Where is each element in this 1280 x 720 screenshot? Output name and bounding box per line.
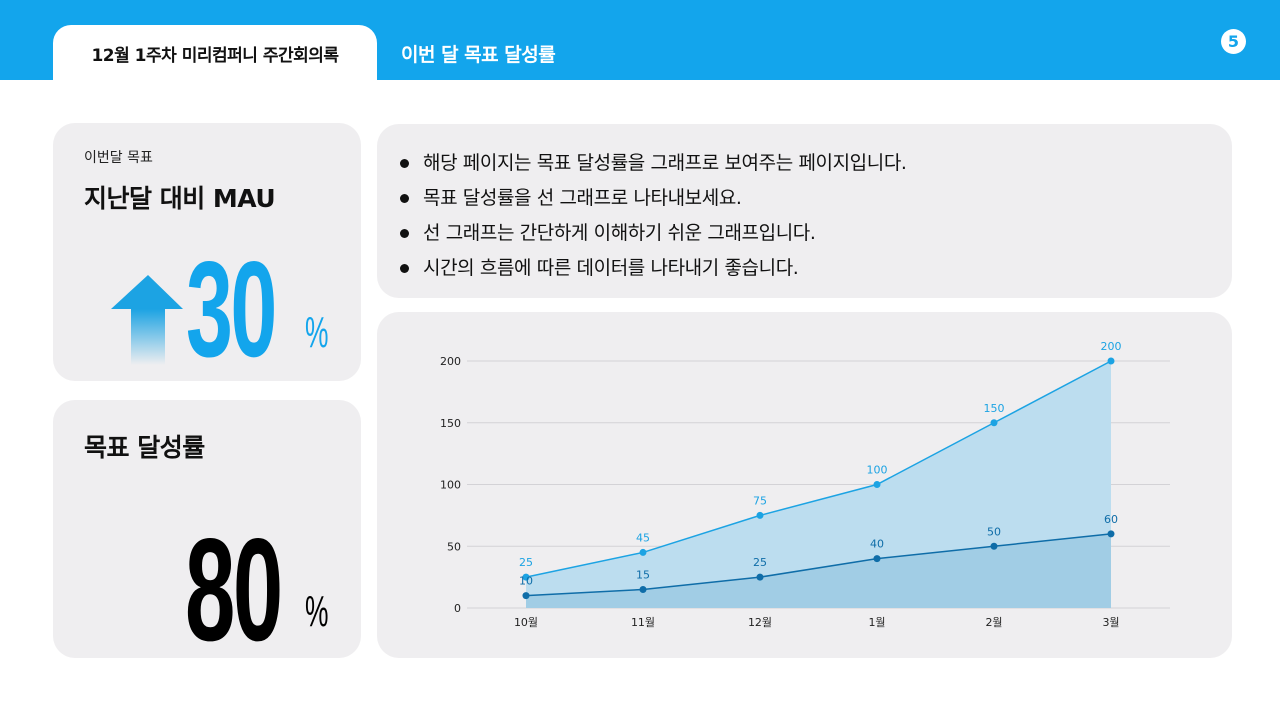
y-tick-label: 0: [454, 602, 461, 615]
data-point: [1107, 357, 1115, 365]
data-label: 25: [753, 556, 767, 569]
data-point: [639, 548, 647, 556]
series-line: [525, 533, 1112, 597]
bullet-icon: [400, 229, 409, 238]
bullet-icon: [400, 194, 409, 203]
goal-unit: %: [305, 587, 329, 636]
x-tick-label: 12월: [748, 616, 772, 629]
note-item: 시간의 흐름에 따른 데이터를 나타내기 좋습니다.: [400, 251, 907, 286]
x-tick-label: 1월: [868, 616, 885, 629]
series-area: [526, 533, 1111, 608]
chart-card: 0 50 100 150 200 10월 11월 12월 1월 2월 3월 25 45 75 100 150 2…: [377, 312, 1232, 658]
note-item: 목표 달성률을 선 그래프로 나타내보세요.: [400, 181, 907, 216]
data-point: [756, 573, 764, 581]
x-tick-label: 3월: [1102, 616, 1119, 629]
y-tick-label: 200: [440, 355, 461, 368]
data-label: 60: [1104, 513, 1118, 526]
y-tick-label: 50: [447, 540, 461, 553]
y-tick-label: 100: [440, 479, 461, 492]
data-point: [990, 542, 998, 550]
data-label: 100: [867, 464, 888, 477]
goal-title: 목표 달성률: [84, 433, 205, 462]
notes-card: [377, 124, 1232, 298]
series-line: [525, 360, 1112, 578]
x-tick-label: 11월: [631, 616, 655, 629]
data-point: [756, 511, 764, 519]
notes-list: 해당 페이지는 목표 달성률을 그래프로 보여주는 페이지입니다. 목표 달성률…: [400, 146, 907, 286]
x-tick-label: 10월: [514, 616, 538, 629]
note-item: 해당 페이지는 목표 달성률을 그래프로 보여주는 페이지입니다.: [400, 146, 907, 181]
page-number-badge: 5: [1221, 29, 1246, 54]
meeting-tab[interactable]: 12월 1주차 미리컴퍼니 주간회의록: [53, 25, 377, 81]
data-point: [873, 555, 881, 563]
data-label: 200: [1101, 340, 1122, 353]
data-label: 25: [519, 556, 533, 569]
x-tick-label: 2월: [985, 616, 1002, 629]
mau-unit: %: [305, 308, 329, 357]
mau-caption: 이번달 목표: [84, 150, 153, 166]
line-chart: 0 50 100 150 200 10월 11월 12월 1월 2월 3월 25 45 75 100 150 2…: [440, 340, 1170, 629]
series-area: [526, 361, 1111, 608]
bullet-icon: [400, 264, 409, 273]
data-point: [522, 592, 530, 600]
mau-title: 지난달 대비 MAU: [84, 184, 276, 213]
page-title: 이번 달 목표 달성률: [401, 44, 556, 66]
note-item: 선 그래프는 간단하게 이해하기 쉬운 그래프입니다.: [400, 216, 907, 251]
data-point: [1107, 530, 1115, 538]
goal-value: 80: [185, 508, 283, 671]
data-label: 50: [987, 525, 1001, 538]
bullet-icon: [400, 159, 409, 168]
data-label: 150: [984, 402, 1005, 415]
data-point: [522, 573, 530, 581]
goal-card: 목표 달성률 80 %: [53, 400, 361, 663]
data-label: 40: [870, 538, 884, 551]
data-point: [873, 481, 881, 488]
data-label: 15: [636, 568, 650, 581]
mau-card: 이번달 목표 지난달 대비 MAU 30 %: [53, 123, 361, 381]
y-tick-label: 150: [440, 417, 461, 430]
data-label: 75: [753, 494, 767, 507]
data-point: [639, 585, 647, 593]
mau-value: 30: [186, 233, 277, 385]
data-label: 45: [636, 531, 650, 544]
data-label: 10: [519, 575, 533, 588]
arrow-up-icon: [111, 275, 183, 365]
data-point: [990, 419, 998, 427]
